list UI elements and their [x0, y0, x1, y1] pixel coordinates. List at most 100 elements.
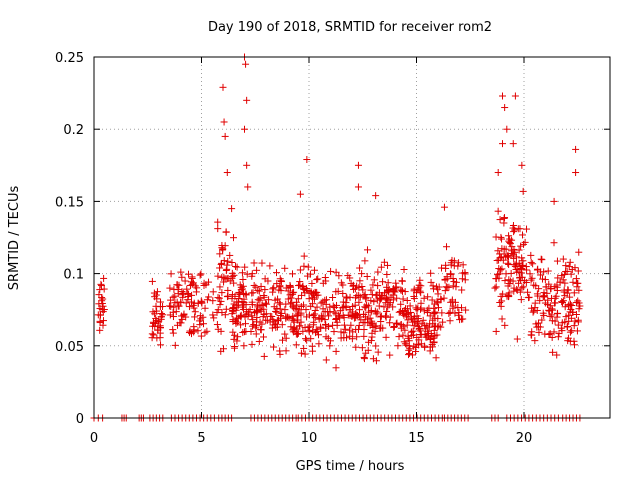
data-point — [355, 321, 363, 329]
data-point — [270, 343, 278, 351]
data-point — [327, 267, 335, 275]
data-point — [169, 326, 177, 334]
chart-title: Day 190 of 2018, SRMTID for receiver rom… — [208, 20, 492, 35]
data-point — [511, 92, 519, 100]
data-point — [148, 330, 156, 338]
data-point — [237, 321, 245, 329]
data-point — [322, 356, 330, 364]
data-point — [307, 335, 315, 343]
data-point — [440, 294, 448, 302]
data-point — [96, 326, 104, 334]
data-point — [567, 270, 575, 278]
data-point — [427, 269, 435, 277]
data-point — [244, 183, 252, 191]
data-point — [231, 342, 239, 350]
data-point — [508, 243, 516, 251]
data-point — [450, 257, 458, 265]
y-tick-label: 0.25 — [55, 51, 84, 66]
data-point — [525, 293, 533, 301]
data-point — [518, 265, 526, 273]
data-point — [508, 250, 516, 258]
data-point — [571, 264, 579, 272]
data-point — [184, 270, 192, 278]
data-point — [223, 293, 231, 301]
data-point — [94, 311, 102, 319]
data-point — [297, 349, 305, 357]
data-point — [315, 315, 323, 323]
data-point — [425, 304, 433, 312]
data-point — [286, 281, 294, 289]
data-point — [565, 302, 573, 310]
data-point — [561, 292, 569, 300]
data-point — [319, 279, 327, 287]
data-point — [387, 293, 395, 301]
data-point — [226, 251, 234, 259]
data-point — [296, 190, 304, 198]
data-point — [153, 295, 161, 303]
data-point — [326, 308, 334, 316]
data-point — [216, 283, 224, 291]
data-point — [180, 310, 188, 318]
data-point — [449, 274, 457, 282]
data-point — [282, 334, 290, 342]
data-point — [515, 259, 523, 267]
data-point — [311, 310, 319, 318]
data-point — [421, 330, 429, 338]
data-point — [499, 92, 506, 100]
data-point — [413, 340, 421, 348]
data-point — [183, 285, 191, 293]
data-point — [356, 293, 364, 301]
data-point — [182, 313, 190, 321]
data-point — [553, 313, 561, 321]
data-point — [407, 308, 415, 316]
data-point — [281, 330, 289, 338]
data-point — [192, 288, 200, 296]
data-point — [260, 292, 268, 300]
data-point — [496, 266, 504, 274]
data-point — [270, 321, 278, 329]
data-point — [371, 327, 379, 335]
data-point — [95, 291, 103, 299]
data-point — [358, 282, 366, 290]
data-point — [417, 331, 425, 339]
data-point — [395, 333, 403, 341]
data-point — [420, 307, 428, 315]
data-point — [365, 338, 373, 346]
data-point — [248, 340, 256, 348]
data-point — [443, 273, 451, 281]
data-point — [188, 298, 196, 306]
data-point — [353, 333, 361, 341]
data-point — [167, 302, 175, 310]
data-point — [455, 259, 463, 267]
data-point — [458, 275, 466, 283]
data-point — [403, 321, 411, 329]
data-point — [222, 266, 230, 274]
data-point — [337, 328, 345, 336]
data-point — [154, 326, 162, 334]
data-point — [385, 301, 393, 309]
data-point — [494, 247, 502, 255]
data-point — [233, 337, 241, 345]
data-point — [219, 245, 227, 253]
data-point — [203, 296, 211, 304]
data-point — [262, 299, 270, 307]
data-point — [326, 342, 334, 350]
data-point — [197, 297, 205, 305]
data-point — [261, 286, 269, 294]
data-point — [263, 300, 271, 308]
data-point — [376, 296, 384, 304]
data-point — [258, 320, 266, 328]
data-point — [216, 301, 224, 309]
data-point — [554, 274, 562, 282]
data-point — [550, 239, 558, 247]
data-point — [288, 270, 296, 278]
data-point — [266, 318, 274, 326]
data-point — [332, 347, 340, 355]
data-point — [501, 321, 509, 329]
data-point — [381, 312, 389, 320]
data-point — [570, 341, 578, 349]
data-point — [229, 328, 237, 336]
data-point — [304, 263, 312, 271]
data-point — [230, 300, 238, 308]
data-point — [558, 298, 566, 306]
